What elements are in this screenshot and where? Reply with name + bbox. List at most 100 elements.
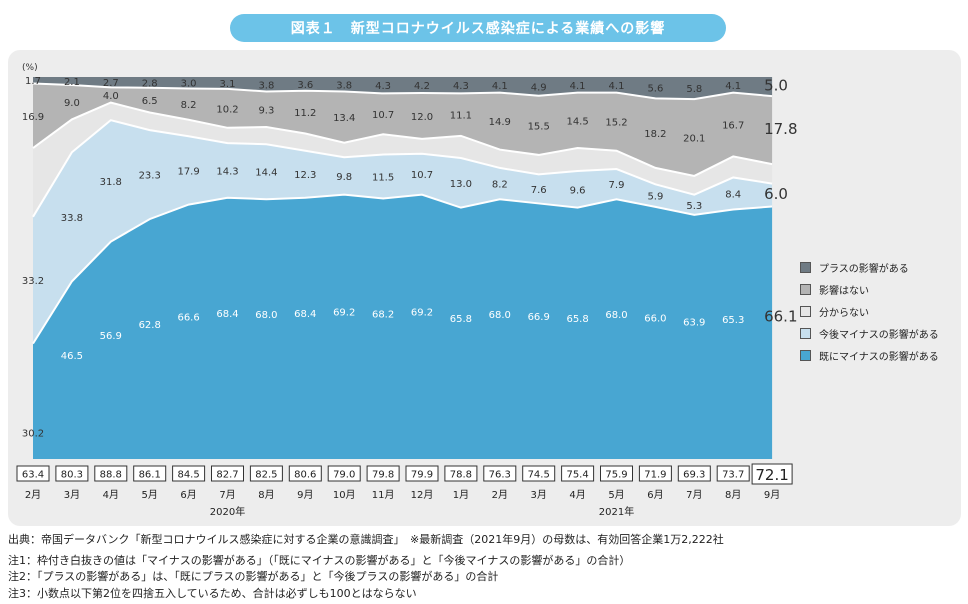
- legend-swatch-unknown: [800, 305, 811, 317]
- chart-title: 図表１ 新型コロナウイルス感染症による業績への影響: [230, 14, 726, 42]
- data-label-future-minus-6: 14.4: [255, 168, 277, 179]
- legend-swatch-plus: [800, 261, 811, 273]
- minus-total-box-4: [172, 465, 206, 482]
- minus-total-box-12: [483, 465, 517, 482]
- data-label-already-minus-16: 66.0: [644, 314, 666, 325]
- data-label-already-minus-10: 69.2: [411, 308, 433, 319]
- data-label-future-minus-1: 33.8: [61, 213, 83, 224]
- data-label-future-minus-7: 12.3: [294, 170, 316, 181]
- data-label-already-minus-7: 68.4: [294, 309, 316, 320]
- boundary-line-3: [32, 101, 773, 177]
- data-label-none-19: 17.8: [764, 120, 797, 138]
- data-label-plus-0: 1.7: [25, 76, 41, 87]
- legend-item-future-minus: 今後マイナスの影響がある: [800, 322, 939, 344]
- minus-total-box-1: [55, 465, 89, 482]
- data-label-plus-18: 4.1: [725, 81, 741, 92]
- minus-total-box-15: [600, 465, 633, 482]
- minus-total-label-5: 82.7: [216, 470, 238, 481]
- minus-total-box-18: [716, 465, 750, 482]
- boundary-line-1: [32, 193, 773, 345]
- minus-total-box-10: [405, 465, 439, 482]
- minus-total-label-7: 80.6: [294, 470, 316, 481]
- x-tick-label-13: 3月: [531, 489, 547, 501]
- data-label-future-minus-12: 8.2: [492, 180, 508, 191]
- minus-total-label-12: 76.3: [489, 470, 511, 481]
- data-label-none-15: 15.2: [605, 118, 627, 129]
- minus-total-label-9: 79.8: [372, 470, 394, 481]
- minus-total-label-13: 74.5: [528, 470, 550, 481]
- source-note: 出典：帝国データバンク「新型コロナウイルス感染症に対する企業の意識調査」 ※最新…: [8, 533, 724, 546]
- area-unknown: [33, 102, 773, 217]
- legend-item-plus: プラスの影響がある: [800, 256, 939, 278]
- data-label-already-minus-15: 68.0: [605, 310, 627, 321]
- minus-total-box-5: [211, 465, 244, 482]
- data-label-none-5: 10.2: [216, 104, 238, 115]
- data-label-none-18: 16.7: [722, 121, 744, 132]
- minus-total-box-14: [561, 465, 595, 482]
- data-label-already-minus-2: 56.9: [100, 331, 122, 342]
- area-future-minus: [33, 120, 773, 344]
- minus-total-label-17: 69.3: [683, 470, 705, 481]
- data-label-plus-15: 4.1: [609, 81, 625, 92]
- minus-total-label-15: 75.9: [605, 470, 627, 481]
- minus-total-label-0: 63.4: [22, 470, 44, 481]
- x-tick-label-7: 9月: [297, 489, 313, 501]
- area-plus: [33, 77, 773, 100]
- minus-total-label-14: 75.4: [566, 470, 588, 481]
- data-label-plus-7: 3.6: [297, 80, 313, 91]
- data-label-already-minus-5: 68.4: [216, 309, 238, 320]
- data-label-future-minus-19: 6.0: [764, 185, 788, 203]
- x-tick-label-15: 5月: [608, 489, 624, 501]
- year-label-1: 2021年: [599, 505, 634, 518]
- minus-total-label-2: 88.8: [100, 470, 122, 481]
- data-label-plus-3: 2.8: [142, 78, 158, 89]
- x-tick-label-11: 1月: [453, 489, 469, 501]
- data-label-plus-14: 4.1: [570, 81, 586, 92]
- legend-swatch-future-minus: [800, 327, 811, 339]
- data-label-none-17: 20.1: [683, 134, 705, 145]
- data-label-already-minus-18: 65.3: [722, 315, 744, 326]
- legend-label-already-minus: 既にマイナスの影響がある: [819, 351, 939, 363]
- data-label-none-6: 9.3: [258, 105, 274, 116]
- x-tick-label-12: 2月: [492, 489, 508, 501]
- data-label-none-12: 14.9: [489, 117, 511, 128]
- minus-total-label-11: 78.8: [450, 470, 472, 481]
- data-label-plus-2: 2.7: [103, 78, 119, 89]
- minus-total-box-7: [288, 465, 322, 482]
- data-label-plus-11: 4.3: [453, 81, 469, 92]
- data-label-future-minus-10: 10.7: [411, 170, 433, 181]
- data-label-already-minus-13: 66.9: [528, 312, 550, 323]
- data-label-future-minus-17: 5.3: [686, 201, 702, 212]
- minus-total-box-6: [249, 465, 283, 482]
- minus-total-box-2: [94, 465, 128, 482]
- data-label-future-minus-2: 31.8: [100, 177, 122, 188]
- data-label-already-minus-17: 63.9: [683, 318, 705, 329]
- minus-total-box-0: [16, 465, 50, 482]
- minus-total-box-11: [444, 465, 478, 482]
- minus-total-label-8: 79.0: [333, 470, 355, 481]
- data-label-already-minus-4: 66.6: [177, 313, 199, 324]
- data-label-already-minus-3: 62.8: [139, 320, 161, 331]
- x-tick-label-3: 5月: [142, 489, 158, 501]
- x-tick-label-0: 2月: [25, 489, 41, 501]
- data-label-none-8: 13.4: [333, 113, 355, 124]
- data-label-none-4: 8.2: [181, 100, 197, 111]
- legend: プラスの影響がある 影響はない 分からない 今後マイナスの影響がある 既にマイナ…: [800, 256, 939, 366]
- x-tick-label-1: 3月: [64, 489, 80, 501]
- note-1: 注1：枠付き白抜きの値は「マイナスの影響がある」（「既にマイナスの影響がある」と…: [8, 553, 631, 567]
- area-none: [33, 83, 773, 176]
- legend-label-future-minus: 今後マイナスの影響がある: [819, 329, 939, 341]
- legend-item-already-minus: 既にマイナスの影響がある: [800, 344, 939, 366]
- x-tick-label-2: 4月: [103, 489, 119, 501]
- data-label-already-minus-14: 65.8: [566, 314, 588, 325]
- x-tick-label-8: 10月: [333, 489, 356, 501]
- data-label-future-minus-11: 13.0: [450, 179, 472, 190]
- data-label-none-16: 18.2: [644, 129, 666, 140]
- minus-total-label-6: 82.5: [255, 470, 277, 481]
- x-tick-label-9: 11月: [372, 489, 395, 501]
- data-label-already-minus-11: 65.8: [450, 314, 472, 325]
- data-label-none-11: 11.1: [450, 111, 472, 122]
- data-label-none-1: 9.0: [64, 98, 80, 109]
- data-label-already-minus-8: 69.2: [333, 308, 355, 319]
- minus-total-label-16: 71.9: [644, 470, 666, 481]
